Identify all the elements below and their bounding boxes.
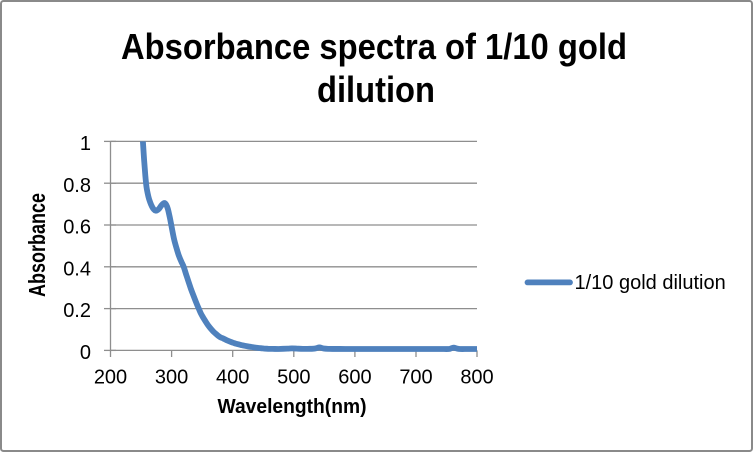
svg-text:500: 500 — [277, 367, 310, 389]
svg-text:300: 300 — [155, 367, 188, 389]
svg-text:Absorbance spectra of 1/10 gol: Absorbance spectra of 1/10 gold — [121, 26, 627, 67]
svg-text:200: 200 — [94, 367, 127, 389]
svg-text:400: 400 — [216, 367, 249, 389]
svg-text:800: 800 — [460, 367, 493, 389]
svg-text:0.6: 0.6 — [63, 217, 91, 239]
svg-text:600: 600 — [338, 367, 371, 389]
svg-text:Absorbance: Absorbance — [24, 193, 50, 297]
svg-text:0: 0 — [80, 342, 91, 364]
svg-text:0.2: 0.2 — [63, 300, 91, 322]
svg-text:1: 1 — [80, 133, 91, 155]
svg-text:700: 700 — [399, 367, 432, 389]
svg-text:0.4: 0.4 — [63, 258, 91, 280]
svg-text:1/10 gold dilution: 1/10 gold dilution — [575, 272, 726, 294]
svg-text:dilution: dilution — [317, 69, 435, 110]
svg-text:0.8: 0.8 — [63, 175, 91, 197]
svg-text:Wavelength(nm): Wavelength(nm) — [218, 396, 367, 418]
